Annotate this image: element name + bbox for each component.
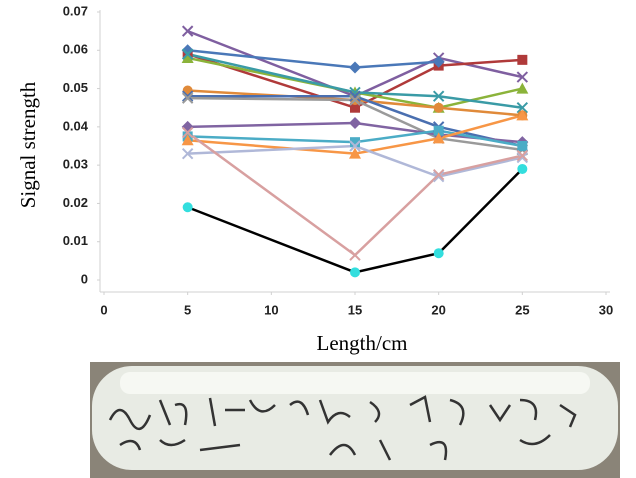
marker [516, 83, 528, 94]
series-line [188, 169, 523, 272]
x-tick-label: 0 [100, 302, 107, 317]
x-tick-label: 5 [184, 302, 191, 317]
y-tick-label: 0.01 [63, 233, 88, 248]
x-tick-label: 15 [348, 302, 362, 317]
y-axis-title: Signal strength [16, 81, 40, 208]
marker [434, 248, 444, 258]
y-tick-label: 0.07 [63, 3, 88, 18]
y-tick-label: 0.03 [63, 157, 88, 172]
marker [349, 62, 361, 74]
x-tick-label: 25 [515, 302, 529, 317]
marker [350, 250, 360, 260]
marker [183, 202, 193, 212]
x-tick-label: 10 [264, 302, 278, 317]
y-tick-label: 0 [81, 271, 88, 286]
y-tick-label: 0.02 [63, 195, 88, 210]
x-axis-title: Length/cm [317, 331, 408, 355]
marker [183, 26, 193, 36]
y-tick-label: 0.06 [63, 42, 88, 57]
marker [182, 121, 194, 133]
figure: Signal strength Length/cm 0 0.01 0.02 0.03 0… [0, 0, 636, 478]
cylinder-highlight [120, 372, 590, 394]
marker [349, 117, 361, 129]
photo [90, 362, 620, 478]
marker [517, 141, 527, 151]
x-tick-label: 30 [599, 302, 613, 317]
marker [350, 267, 360, 277]
x-tick-label: 20 [431, 302, 445, 317]
marker [434, 103, 444, 113]
y-tick-label: 0.04 [63, 118, 89, 133]
marker [517, 164, 527, 174]
y-tick-label: 0.05 [63, 80, 88, 95]
page: {"chart_data": {"type": "line", "y_label… [0, 0, 636, 478]
marker [517, 55, 527, 65]
